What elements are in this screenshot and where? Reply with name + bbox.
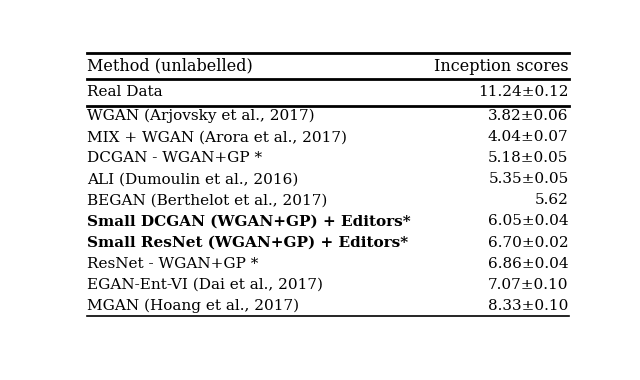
Text: 7.07±0.10: 7.07±0.10: [488, 278, 568, 292]
Text: Small ResNet (WGAN+GP) + Editors*: Small ResNet (WGAN+GP) + Editors*: [88, 236, 408, 250]
Text: Inception scores: Inception scores: [434, 58, 568, 74]
Text: 6.70±0.02: 6.70±0.02: [488, 236, 568, 250]
Text: MIX + WGAN (Arora et al., 2017): MIX + WGAN (Arora et al., 2017): [88, 130, 348, 144]
Text: Method (unlabelled): Method (unlabelled): [88, 58, 253, 74]
Text: 11.24±0.12: 11.24±0.12: [478, 86, 568, 100]
Text: ALI (Dumoulin et al., 2016): ALI (Dumoulin et al., 2016): [88, 172, 299, 186]
Text: Small DCGAN (WGAN+GP) + Editors*: Small DCGAN (WGAN+GP) + Editors*: [88, 214, 411, 228]
Text: ResNet - WGAN+GP *: ResNet - WGAN+GP *: [88, 256, 259, 271]
Text: DCGAN - WGAN+GP *: DCGAN - WGAN+GP *: [88, 151, 262, 165]
Text: WGAN (Arjovsky et al., 2017): WGAN (Arjovsky et al., 2017): [88, 109, 315, 124]
Text: BEGAN (Berthelot et al., 2017): BEGAN (Berthelot et al., 2017): [88, 193, 328, 207]
Text: 5.62: 5.62: [534, 193, 568, 207]
Text: 5.18±0.05: 5.18±0.05: [488, 151, 568, 165]
Text: 6.05±0.04: 6.05±0.04: [488, 214, 568, 228]
Text: 3.82±0.06: 3.82±0.06: [488, 109, 568, 123]
Text: MGAN (Hoang et al., 2017): MGAN (Hoang et al., 2017): [88, 299, 300, 313]
Text: 6.86±0.04: 6.86±0.04: [488, 256, 568, 271]
Text: 8.33±0.10: 8.33±0.10: [488, 299, 568, 313]
Text: Real Data: Real Data: [88, 86, 163, 100]
Text: 4.04±0.07: 4.04±0.07: [488, 130, 568, 144]
Text: 5.35±0.05: 5.35±0.05: [488, 172, 568, 186]
Text: EGAN-Ent-VI (Dai et al., 2017): EGAN-Ent-VI (Dai et al., 2017): [88, 278, 323, 292]
